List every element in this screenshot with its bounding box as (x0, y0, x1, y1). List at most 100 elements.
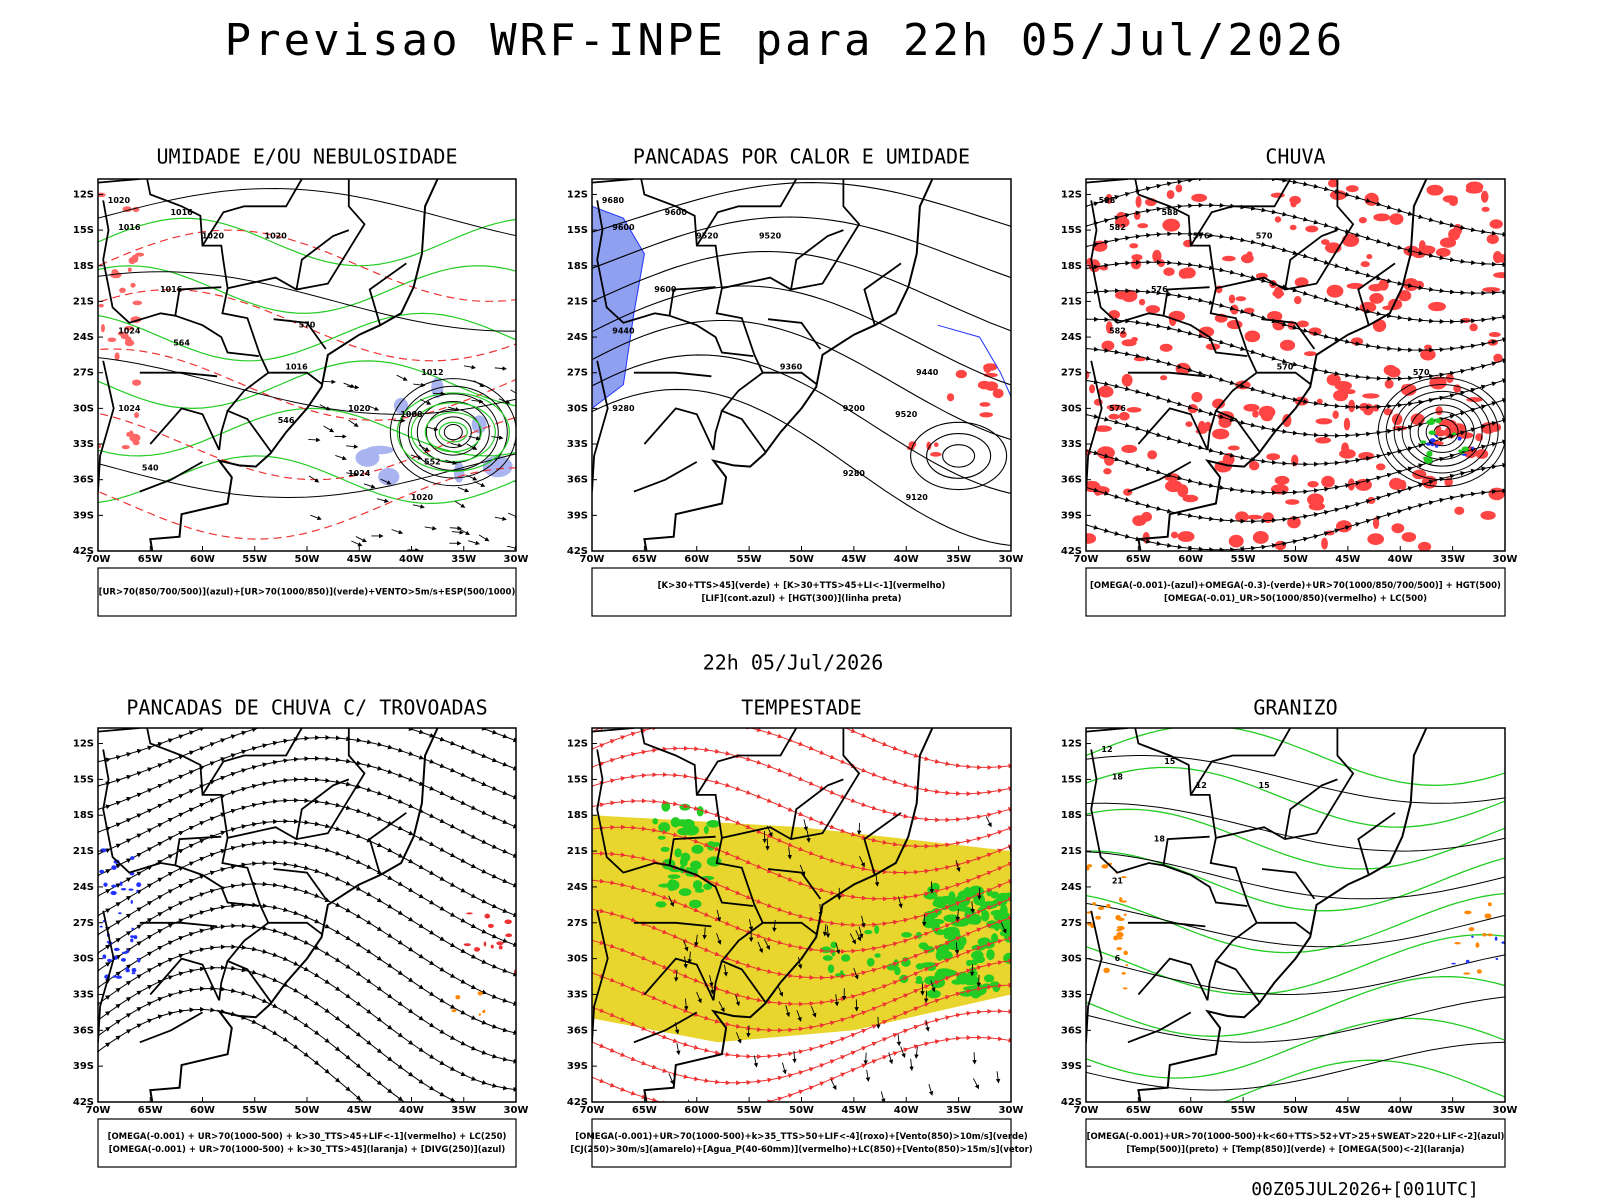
shaded-area (1375, 463, 1386, 471)
shaded-area (1228, 534, 1244, 548)
shaded-area (657, 835, 666, 840)
border (295, 229, 350, 290)
wind-vector (418, 444, 430, 452)
shaded-area (1488, 487, 1505, 501)
shaded-area (1004, 930, 1011, 943)
lat-tick-label: 42S (567, 546, 588, 557)
contour-label: 1020 (202, 232, 225, 241)
contour (98, 1006, 516, 1102)
contour (1086, 754, 1505, 804)
coastline (1137, 179, 1428, 551)
wind-vector (803, 819, 808, 832)
shaded-area (1435, 247, 1451, 258)
legend-text: [OMEGA(-0.01)_UR>50(1000/850)(vermelho) … (1164, 594, 1427, 604)
contour (1086, 996, 1505, 1043)
lat-tick-label: 42S (73, 546, 94, 557)
shaded-area (111, 865, 117, 870)
border (643, 957, 715, 1001)
lat-tick-label: 33S (567, 989, 588, 1000)
shaded-area (112, 975, 117, 978)
shaded-area (1175, 184, 1183, 193)
shaded-area (131, 927, 134, 930)
shaded-area (130, 899, 133, 904)
contour (592, 216, 1011, 279)
lon-tick-label: 45W (1335, 554, 1360, 565)
contour-label: 9280 (843, 469, 866, 478)
wind-vector (718, 1001, 725, 1013)
shaded-area (1159, 343, 1173, 352)
contour-label: 576 (1151, 285, 1168, 294)
shaded-area (1484, 913, 1492, 919)
lon-tick-label: 30W (999, 1105, 1024, 1116)
wind-vector (348, 419, 359, 427)
shaded-area (1125, 964, 1129, 967)
lon-tick-label: 35W (946, 554, 971, 565)
shaded-area (999, 904, 1008, 917)
lon-tick-label: 45W (1335, 1105, 1360, 1116)
wind-vector (451, 530, 464, 535)
shaded-area (1482, 287, 1501, 293)
contour-ring (389, 378, 516, 487)
shaded-area (694, 888, 705, 893)
border (863, 262, 902, 326)
map-panel: 12 15 18 12 15 18 21 6 (1086, 728, 1505, 1102)
wind-vector (310, 514, 322, 521)
shaded-area (1108, 413, 1120, 420)
wind-vector (413, 382, 426, 388)
lon-tick-label: 40W (1388, 1105, 1413, 1116)
contour-label: 9600 (612, 223, 635, 232)
shaded-area (1116, 947, 1123, 951)
shaded-area (1227, 445, 1240, 451)
contour (98, 407, 516, 457)
footer: 00Z05JUL2026+[001UTC] (1251, 1179, 1479, 1200)
contour-label: 9440 (916, 368, 939, 377)
contour-label: 9520 (696, 232, 719, 241)
panel-title: UMIDADE E/OU NEBULOSIDADE (156, 145, 457, 169)
shaded-area (100, 324, 105, 333)
shaded-area (1326, 373, 1341, 386)
wind-vector (858, 926, 864, 939)
shaded-area (1115, 914, 1121, 921)
shaded-area (1145, 305, 1161, 314)
shaded-area (119, 881, 123, 886)
contour (592, 745, 1011, 823)
shaded-area (1086, 864, 1093, 868)
wind-vector (696, 991, 702, 1004)
lat-tick-label: 36S (73, 475, 94, 486)
shaded-area (1166, 189, 1175, 200)
contour-label: 1020 (265, 232, 288, 241)
contour (1086, 902, 1505, 948)
shaded-area (984, 381, 999, 391)
shaded-area (1116, 931, 1124, 938)
wind-vector (410, 454, 423, 460)
wind-vector (323, 425, 335, 433)
contour-ring (1409, 404, 1475, 460)
border (668, 835, 716, 866)
legend-text: [Temp(500)](preto) + [Temp(850)](verde) … (1126, 1145, 1464, 1155)
lon-tick-label: 30W (999, 554, 1024, 565)
shaded-area (496, 941, 504, 946)
shaded-area (1463, 972, 1471, 975)
wind-vector (426, 426, 439, 432)
wind-vector (343, 382, 356, 388)
legend-text: [OMEGA(-0.001)+UR>70(1000-500)+k>35_TTS>… (575, 1132, 1028, 1142)
lat-tick-label: 18S (73, 810, 94, 821)
shaded-area (1482, 932, 1487, 937)
wind-vector (1000, 922, 1007, 934)
wind-vector (396, 374, 408, 381)
wind-vector (874, 874, 880, 887)
lon-tick-label: 50W (789, 1105, 814, 1116)
contour (1086, 934, 1505, 996)
contour-label: 570 (299, 321, 316, 330)
wind-vector (468, 435, 481, 441)
shaded-area (505, 933, 513, 938)
border (368, 262, 407, 326)
panel-title: GRANIZO (1253, 696, 1337, 720)
contour (1086, 728, 1505, 786)
shaded-area (453, 461, 465, 483)
wind-vector (367, 405, 380, 411)
shaded-area (1252, 531, 1269, 544)
shaded-area (1492, 250, 1503, 264)
border (267, 921, 324, 936)
contour-label: 9680 (602, 196, 625, 205)
